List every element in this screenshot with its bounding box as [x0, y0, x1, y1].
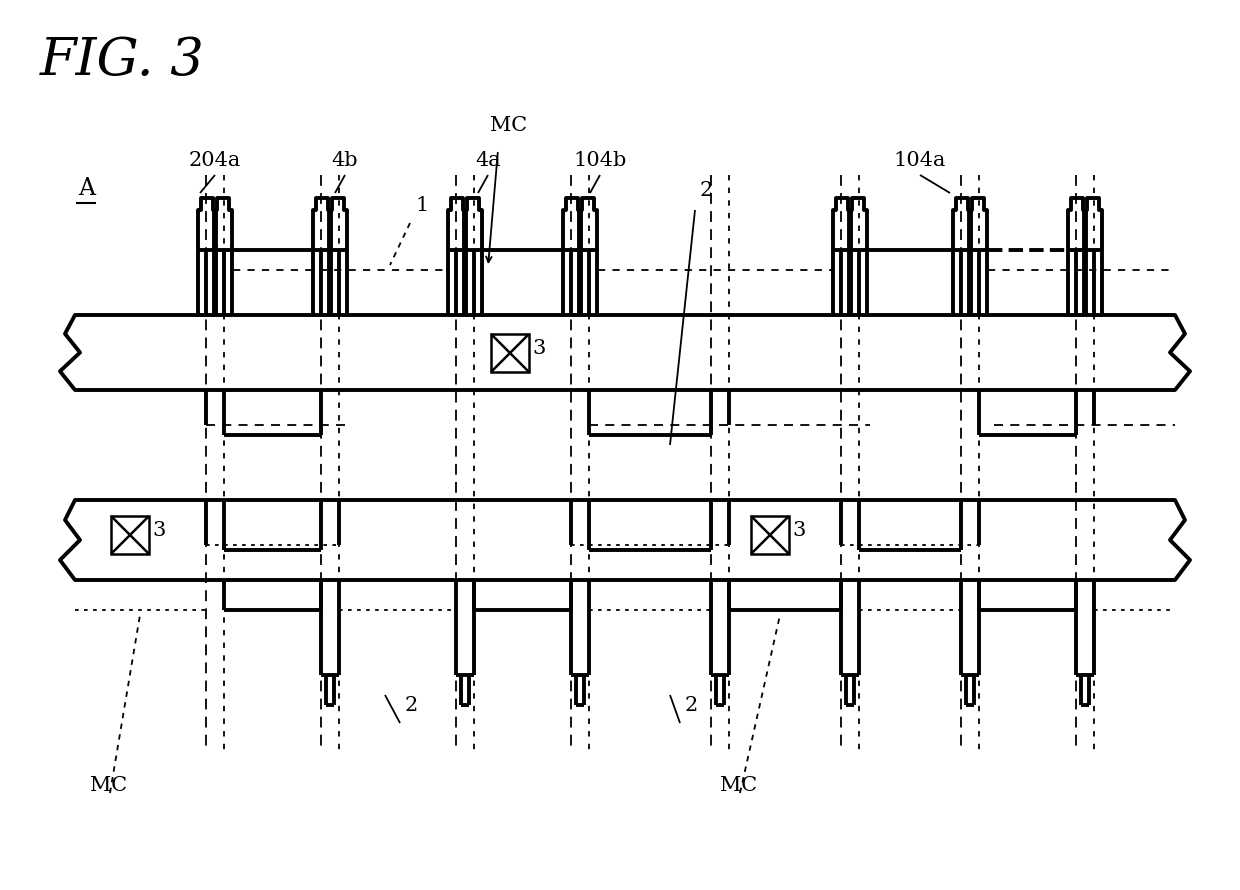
Text: 104b: 104b — [573, 151, 626, 170]
Text: FIG. 3: FIG. 3 — [40, 35, 205, 86]
Text: 204a: 204a — [188, 151, 241, 170]
Text: A: A — [78, 177, 95, 200]
Text: 2: 2 — [701, 181, 713, 200]
Text: 3: 3 — [792, 521, 805, 539]
Text: MC: MC — [720, 776, 758, 795]
Text: MC: MC — [490, 116, 527, 135]
Text: 2: 2 — [684, 696, 698, 715]
Text: 3: 3 — [153, 521, 165, 539]
Text: 1: 1 — [415, 196, 428, 215]
Bar — [491, 334, 529, 372]
Text: 2: 2 — [405, 696, 418, 715]
Text: 4b: 4b — [332, 151, 358, 170]
Bar — [751, 516, 789, 554]
Text: 3: 3 — [532, 338, 546, 358]
Text: 104a: 104a — [894, 151, 946, 170]
Text: 4a: 4a — [475, 151, 501, 170]
Bar — [112, 516, 149, 554]
Text: MC: MC — [91, 776, 128, 795]
